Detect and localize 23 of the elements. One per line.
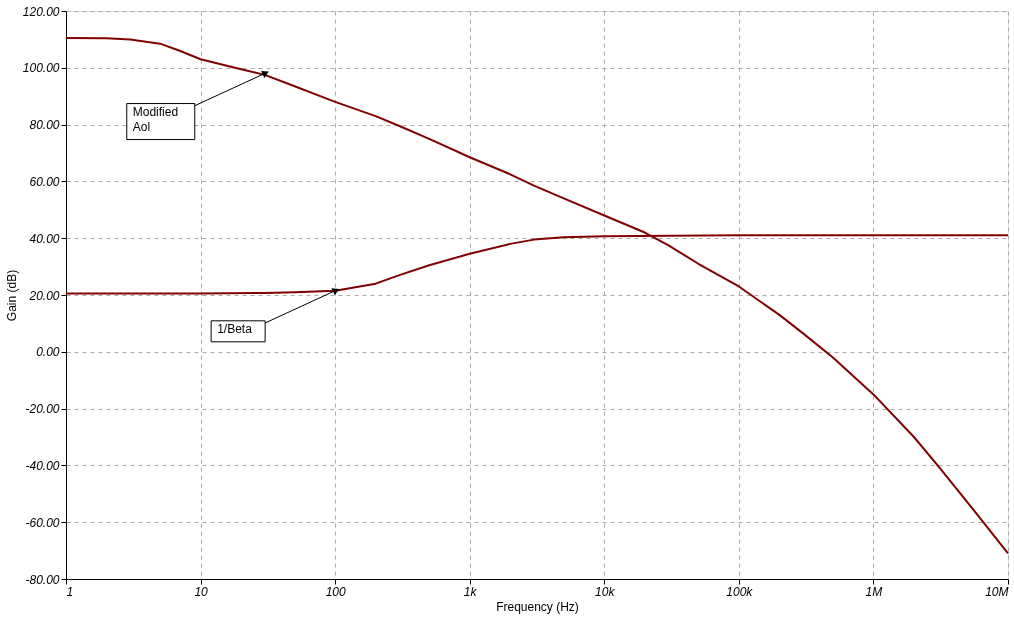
y-tick-label: -20.00 xyxy=(25,402,60,417)
y-tick-label: 80.00 xyxy=(29,118,60,133)
annotation: Modified Aol xyxy=(132,104,179,134)
y-tick-label: 0.00 xyxy=(36,345,60,360)
x-tick-label: 1M xyxy=(865,584,883,599)
y-tick-label: 120.00 xyxy=(22,4,60,19)
y-tick-label: 100.00 xyxy=(22,61,60,76)
x-tick-label: 10 xyxy=(194,584,209,599)
x-tick-label: 10M xyxy=(985,584,1009,599)
y-tick-label: -60.00 xyxy=(25,515,60,530)
y-tick-label: 40.00 xyxy=(29,231,60,246)
x-tick-label: 100k xyxy=(726,584,754,599)
y-tick-label: -40.00 xyxy=(25,458,60,473)
x-tick-label: 1 xyxy=(66,584,74,599)
annotation: 1/Beta xyxy=(217,321,253,336)
x-axis-title: Frequency (Hz) xyxy=(496,599,579,614)
y-tick-label: 20.00 xyxy=(28,288,60,303)
y-tick-label: -80.00 xyxy=(25,572,60,587)
x-tick-label: 100 xyxy=(325,584,346,599)
y-axis-title: Gain (dB) xyxy=(4,269,19,322)
x-tick-label: 10k xyxy=(595,584,616,599)
x-tick-label: 1k xyxy=(463,584,478,599)
y-tick-label: 60.00 xyxy=(29,174,60,189)
